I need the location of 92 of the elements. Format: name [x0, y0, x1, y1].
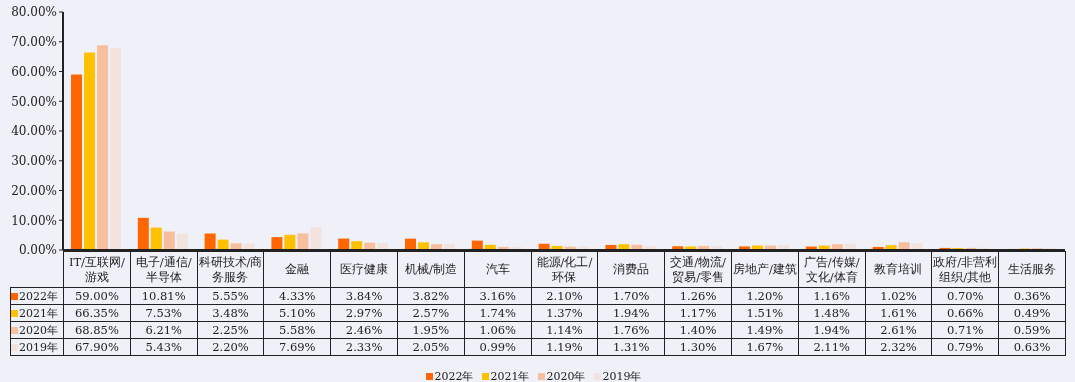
data-label: 1.95% — [397, 321, 465, 339]
data-label: 1.02% — [865, 287, 932, 305]
data-label: 59.00% — [63, 287, 131, 305]
x-tick-label: 广告/传媒/文化/体育 — [798, 251, 866, 288]
data-label: 1.76% — [597, 321, 665, 339]
data-label: 0.59% — [998, 321, 1066, 339]
data-label: 7.69% — [263, 338, 331, 356]
data-label: 7.53% — [130, 304, 198, 322]
data-label: 2.10% — [531, 287, 598, 305]
data-label: 2.97% — [330, 304, 398, 322]
x-tick-label: 消费品 — [597, 251, 665, 288]
y-tick-label: 70.00% — [11, 35, 57, 50]
data-label: 1.40% — [664, 321, 732, 339]
data-label: 2.46% — [330, 321, 398, 339]
data-label: 0.49% — [998, 304, 1066, 322]
x-tick-label: 医疗健康 — [330, 251, 398, 288]
data-label: 1.31% — [597, 338, 665, 356]
data-label: 1.26% — [664, 287, 732, 305]
data-label: 0.99% — [464, 338, 532, 356]
data-label: 4.33% — [263, 287, 331, 305]
x-tick-label: 汽车 — [464, 251, 532, 288]
data-label: 1.14% — [531, 321, 598, 339]
data-label: 1.06% — [464, 321, 532, 339]
data-label: 1.94% — [597, 304, 665, 322]
text: 2019年 — [602, 370, 642, 382]
text: 2022年 — [434, 370, 474, 382]
data-label: 1.94% — [798, 321, 866, 339]
data-label: 2.11% — [798, 338, 866, 356]
text: 2020年 — [546, 370, 586, 382]
data-label: 1.49% — [731, 321, 799, 339]
y-tick-label: 80.00% — [11, 5, 57, 20]
data-label: 1.30% — [664, 338, 732, 356]
data-label: 3.16% — [464, 287, 532, 305]
data-label: 1.51% — [731, 304, 799, 322]
data-label: 1.74% — [464, 304, 532, 322]
y-tick-label: 40.00% — [11, 124, 57, 139]
y-tick-label: 30.00% — [11, 154, 57, 169]
x-tick-label: 电子/通信/半导体 — [130, 251, 198, 288]
data-label: 1.61% — [865, 304, 932, 322]
data-label: 68.85% — [63, 321, 131, 339]
data-label: 1.17% — [664, 304, 732, 322]
y-tick-label: 10.00% — [11, 213, 57, 228]
y-tick-label: 20.00% — [11, 183, 57, 198]
data-label: 10.81% — [130, 287, 198, 305]
legend-label: 2021年 — [10, 304, 64, 322]
y-tick-label: 50.00% — [11, 94, 57, 109]
data-label: 5.58% — [263, 321, 331, 339]
data-label: 1.19% — [531, 338, 598, 356]
x-tick-label: 房地产/建筑 — [731, 251, 799, 288]
data-label: 3.84% — [330, 287, 398, 305]
data-label: 0.79% — [931, 338, 999, 356]
data-label: 5.55% — [197, 287, 264, 305]
x-tick-label: 教育培训 — [865, 251, 932, 288]
x-tick-label: 能源/化工/环保 — [531, 251, 598, 288]
data-label: 5.43% — [130, 338, 198, 356]
x-tick-label: 科研技术/商务服务 — [197, 251, 264, 288]
x-tick-label: 金融 — [263, 251, 331, 288]
x-tick-label: 生活服务 — [998, 251, 1066, 288]
y-tick-label: 0.00% — [18, 243, 57, 258]
data-label: 1.67% — [731, 338, 799, 356]
data-label: 1.37% — [531, 304, 598, 322]
legend-label: 2019年 — [10, 338, 64, 356]
data-label: 1.48% — [798, 304, 866, 322]
data-label: 2.32% — [865, 338, 932, 356]
x-tick-label: 政府/非营利组织/其他 — [931, 251, 999, 288]
data-label: 5.10% — [263, 304, 331, 322]
data-label: 2.57% — [397, 304, 465, 322]
x-tick-label: 交通/物流/贸易/零售 — [664, 251, 732, 288]
data-label: 1.20% — [731, 287, 799, 305]
data-label: 6.21% — [130, 321, 198, 339]
data-label: 2.33% — [330, 338, 398, 356]
data-label: 2.20% — [197, 338, 264, 356]
data-label: 0.36% — [998, 287, 1066, 305]
data-label: 0.63% — [998, 338, 1066, 356]
data-label: 1.16% — [798, 287, 866, 305]
data-label: 3.82% — [397, 287, 465, 305]
data-label: 1.70% — [597, 287, 665, 305]
data-label: 2.05% — [397, 338, 465, 356]
x-tick-label: 机械/制造 — [397, 251, 465, 288]
data-label: 3.48% — [197, 304, 264, 322]
data-label: 2.61% — [865, 321, 932, 339]
x-tick-label: IT/互联网/游戏 — [63, 251, 131, 288]
legend-label: 2020年 — [10, 321, 64, 339]
data-label: 67.90% — [63, 338, 131, 356]
text: 2021年 — [490, 370, 530, 382]
data-label: 0.71% — [931, 321, 999, 339]
data-label: 66.35% — [63, 304, 131, 322]
data-label: 0.66% — [931, 304, 999, 322]
data-label: 0.70% — [931, 287, 999, 305]
data-label: 2.25% — [197, 321, 264, 339]
y-tick-label: 60.00% — [11, 64, 57, 79]
legend-label: 2022年 — [10, 287, 64, 305]
